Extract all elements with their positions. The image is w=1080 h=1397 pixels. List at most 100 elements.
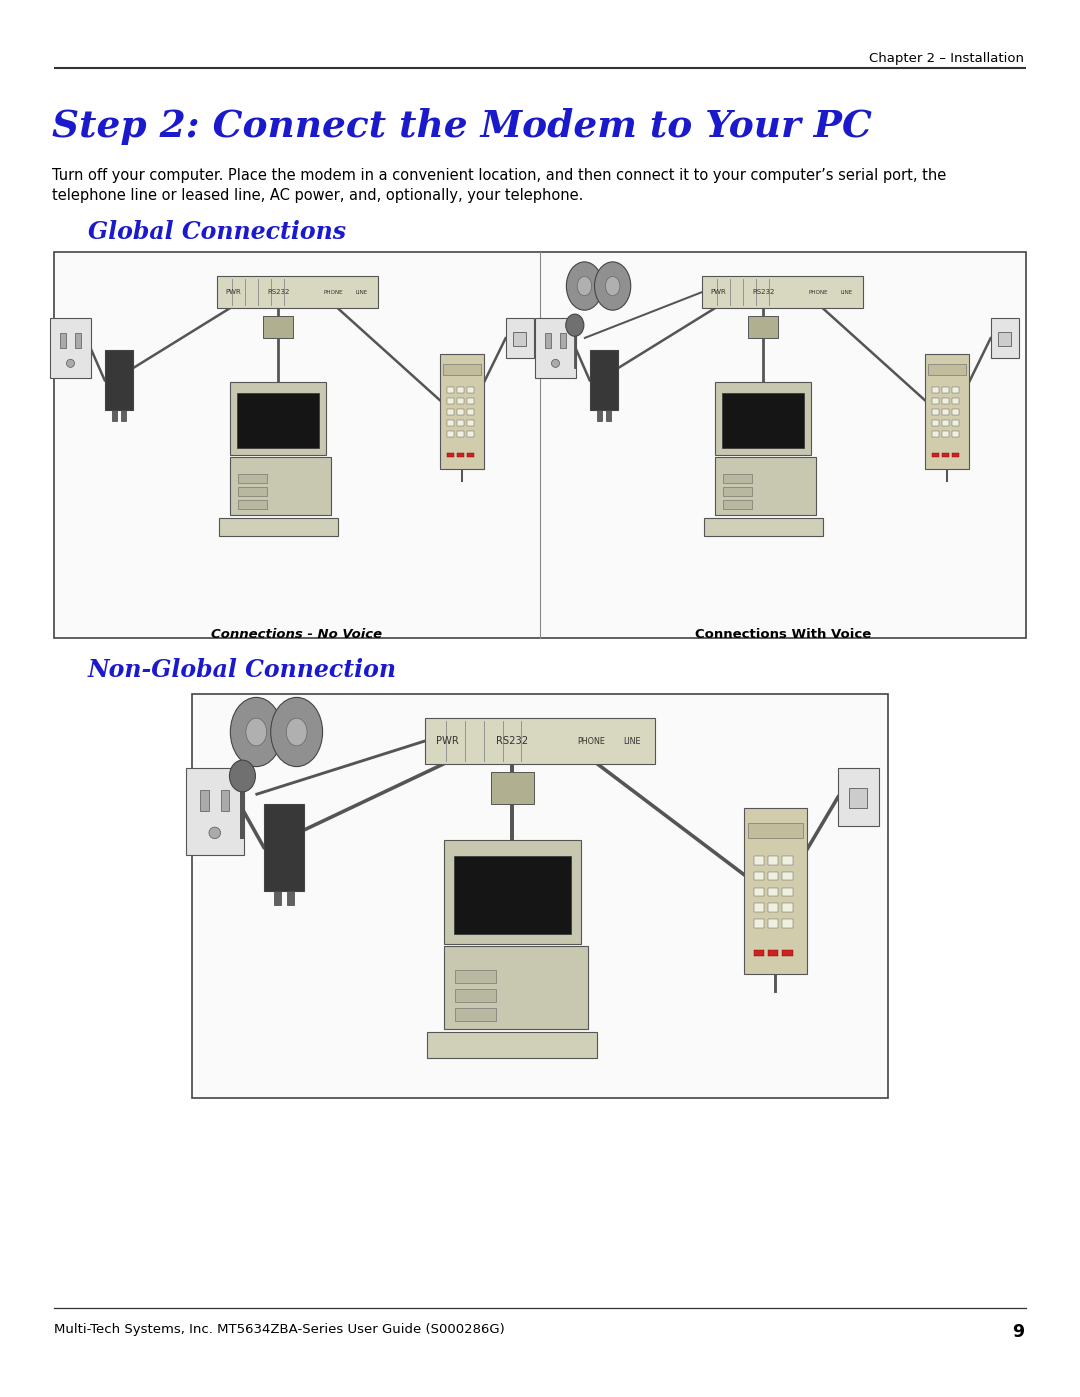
Bar [457, 387, 463, 393]
Bar [75, 332, 81, 348]
Text: LINE: LINE [623, 736, 642, 746]
Bar [105, 351, 133, 411]
Ellipse shape [594, 261, 631, 310]
Ellipse shape [552, 359, 559, 367]
Text: PWR: PWR [711, 289, 726, 295]
Bar [456, 1007, 496, 1021]
Bar [942, 398, 948, 404]
Bar [768, 856, 779, 865]
Bar [942, 420, 948, 426]
Bar [724, 474, 752, 483]
Bar [545, 332, 552, 348]
Bar [747, 823, 802, 838]
Bar [748, 316, 779, 338]
Bar [838, 768, 878, 826]
Bar [467, 409, 474, 415]
Bar [536, 319, 576, 379]
Text: Non-Global Connection: Non-Global Connection [87, 658, 397, 682]
Bar [467, 398, 474, 404]
Text: PHONE: PHONE [323, 289, 342, 295]
Text: LINE: LINE [355, 289, 368, 295]
Bar [951, 420, 959, 426]
Bar [783, 950, 793, 956]
Bar [447, 453, 454, 457]
Ellipse shape [286, 718, 307, 746]
Bar [783, 872, 793, 880]
Bar [456, 971, 496, 983]
Bar [704, 518, 823, 536]
Bar [513, 332, 526, 346]
Bar [768, 904, 779, 912]
Bar [60, 332, 67, 348]
Bar [456, 989, 496, 1002]
Text: Step 2: Connect the Modem to Your PC: Step 2: Connect the Modem to Your PC [52, 108, 872, 145]
Text: Global Connections: Global Connections [87, 219, 346, 244]
Bar [443, 365, 481, 374]
Bar [768, 919, 779, 928]
Bar [768, 950, 779, 956]
Bar [467, 387, 474, 393]
Bar [768, 887, 779, 897]
Text: PWR: PWR [436, 736, 459, 746]
Bar [457, 432, 463, 437]
Bar [490, 773, 534, 803]
Bar [230, 383, 326, 454]
Bar [932, 453, 939, 457]
Bar [754, 904, 764, 912]
Bar [754, 919, 764, 928]
Bar [447, 409, 454, 415]
Bar [754, 856, 764, 865]
Ellipse shape [271, 697, 323, 767]
Bar [428, 1032, 597, 1059]
Bar [505, 319, 534, 358]
Bar [754, 950, 764, 956]
Ellipse shape [246, 718, 267, 746]
Bar [724, 486, 752, 496]
Bar [447, 420, 454, 426]
Bar [715, 457, 816, 515]
Bar [942, 453, 948, 457]
Bar [723, 393, 804, 447]
Bar [702, 277, 863, 309]
Bar [932, 398, 939, 404]
Bar [951, 409, 959, 415]
Bar [230, 457, 330, 515]
Ellipse shape [230, 697, 282, 767]
Bar [597, 411, 602, 420]
Bar [754, 887, 764, 897]
Bar [454, 856, 570, 933]
Ellipse shape [606, 277, 620, 296]
Bar [440, 353, 484, 469]
Bar [559, 332, 566, 348]
Bar [783, 856, 793, 865]
Text: PWR: PWR [226, 289, 241, 295]
Bar [467, 453, 474, 457]
Bar [54, 251, 1026, 638]
Bar [467, 420, 474, 426]
Bar [951, 432, 959, 437]
Bar [932, 387, 939, 393]
Bar [447, 387, 454, 393]
Text: RS232: RS232 [496, 736, 528, 746]
Bar [754, 872, 764, 880]
Bar [783, 904, 793, 912]
Bar [51, 319, 91, 379]
Bar [457, 398, 463, 404]
Bar [768, 872, 779, 880]
Bar [447, 432, 454, 437]
Ellipse shape [566, 314, 584, 337]
Text: PHONE: PHONE [577, 736, 605, 746]
Bar [264, 805, 305, 890]
Ellipse shape [577, 277, 592, 296]
Text: Chapter 2 – Installation: Chapter 2 – Installation [869, 52, 1024, 66]
Bar [783, 887, 793, 897]
Bar [467, 432, 474, 437]
Bar [217, 277, 378, 309]
Bar [238, 393, 319, 447]
Bar [743, 807, 807, 974]
Ellipse shape [566, 261, 603, 310]
Bar [951, 453, 959, 457]
Bar [951, 398, 959, 404]
Bar [444, 840, 581, 944]
Bar [264, 316, 294, 338]
